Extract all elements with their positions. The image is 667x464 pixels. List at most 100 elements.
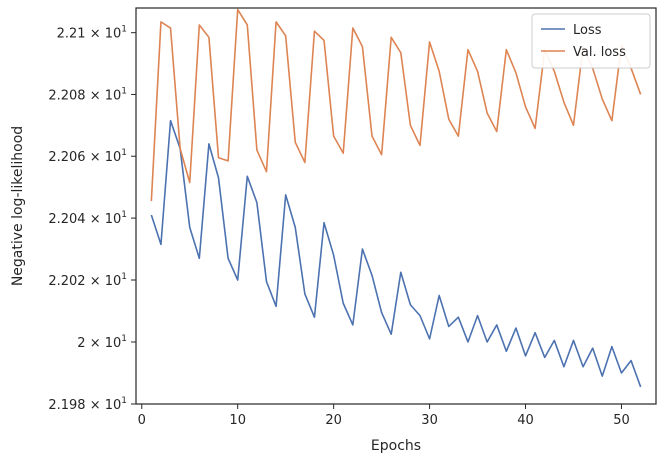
legend-entry-label: Loss <box>573 23 602 38</box>
y-tick-label: 2 × 101 <box>77 334 127 351</box>
data-point <box>304 161 306 163</box>
data-point <box>457 135 459 137</box>
x-tick-label: 50 <box>613 413 630 428</box>
series-line <box>150 8 642 202</box>
series-line <box>150 119 642 388</box>
data-point <box>496 130 498 132</box>
data-point <box>572 124 574 126</box>
data-point <box>352 324 354 326</box>
data-point <box>611 119 613 121</box>
data-point <box>208 36 210 38</box>
data-point <box>515 327 517 329</box>
data-point <box>400 271 402 273</box>
y-axis-label: Negative log-likelihood <box>10 126 26 286</box>
data-point <box>332 254 334 256</box>
data-point <box>275 305 277 307</box>
data-point <box>419 144 421 146</box>
data-point <box>179 147 181 149</box>
data-point <box>390 333 392 335</box>
data-point <box>361 248 363 250</box>
data-point <box>246 24 248 26</box>
data-point <box>486 341 488 343</box>
data-point <box>553 339 555 341</box>
data-point <box>476 314 478 316</box>
data-point <box>294 226 296 228</box>
data-point <box>486 112 488 114</box>
data-point <box>160 21 162 23</box>
data-point <box>496 324 498 326</box>
data-point <box>467 341 469 343</box>
data-point <box>639 93 641 95</box>
data-point <box>409 124 411 126</box>
legend: Loss Val. loss <box>531 13 651 69</box>
data-point <box>342 152 344 154</box>
data-point <box>189 181 191 183</box>
data-point <box>265 280 267 282</box>
data-point <box>380 311 382 313</box>
data-point <box>169 27 171 29</box>
plot-area <box>150 8 642 388</box>
data-point <box>332 135 334 137</box>
data-point <box>534 127 536 129</box>
x-axis-label: Epochs <box>371 438 421 454</box>
data-point <box>160 243 162 245</box>
x-tick-label: 10 <box>229 413 246 428</box>
data-point <box>284 194 286 196</box>
data-point <box>524 355 526 357</box>
x-tick-label: 30 <box>421 413 438 428</box>
data-point <box>591 347 593 349</box>
data-point <box>428 338 430 340</box>
data-point <box>572 339 574 341</box>
data-point <box>563 366 565 368</box>
data-point <box>352 27 354 29</box>
data-point <box>419 314 421 316</box>
data-point <box>515 72 517 74</box>
data-point <box>438 294 440 296</box>
data-point <box>361 45 363 47</box>
y-tick-label: 2.21 × 101 <box>57 25 127 42</box>
data-point <box>313 316 315 318</box>
data-point <box>323 39 325 41</box>
y-tick-label: 2.204 × 101 <box>48 210 127 227</box>
y-tick-label: 2.198 × 101 <box>48 396 127 413</box>
data-point <box>601 375 603 377</box>
legend-box <box>531 13 651 69</box>
data-point <box>467 48 469 50</box>
data-point <box>246 175 248 177</box>
data-point <box>505 48 507 50</box>
x-tick-label: 20 <box>325 413 342 428</box>
data-point <box>256 149 258 151</box>
data-point <box>169 119 171 121</box>
data-point <box>409 304 411 306</box>
data-point <box>227 160 229 162</box>
data-point <box>505 350 507 352</box>
y-tick-label: 2.206 × 101 <box>48 148 127 165</box>
data-point <box>534 331 536 333</box>
data-point <box>342 302 344 304</box>
data-point <box>448 325 450 327</box>
data-point <box>208 143 210 145</box>
data-point <box>601 98 603 100</box>
axes-frame <box>135 7 657 405</box>
data-point <box>620 372 622 374</box>
data-point <box>304 293 306 295</box>
data-point <box>380 153 382 155</box>
data-point <box>524 106 526 108</box>
x-tick-label: 0 <box>138 413 146 428</box>
data-point <box>275 21 277 23</box>
data-point <box>371 274 373 276</box>
data-point <box>265 170 267 172</box>
data-point <box>544 356 546 358</box>
y-tick-label: 2.202 × 101 <box>48 272 127 289</box>
y-tick-label: 2.208 × 101 <box>48 86 127 103</box>
series-val-loss <box>150 8 642 202</box>
data-point <box>237 279 239 281</box>
data-point <box>284 35 286 37</box>
legend-entry-label: Val. loss <box>573 45 626 60</box>
data-point <box>256 201 258 203</box>
data-point <box>371 135 373 137</box>
data-point <box>563 101 565 103</box>
data-point <box>198 257 200 259</box>
data-point <box>639 386 641 388</box>
